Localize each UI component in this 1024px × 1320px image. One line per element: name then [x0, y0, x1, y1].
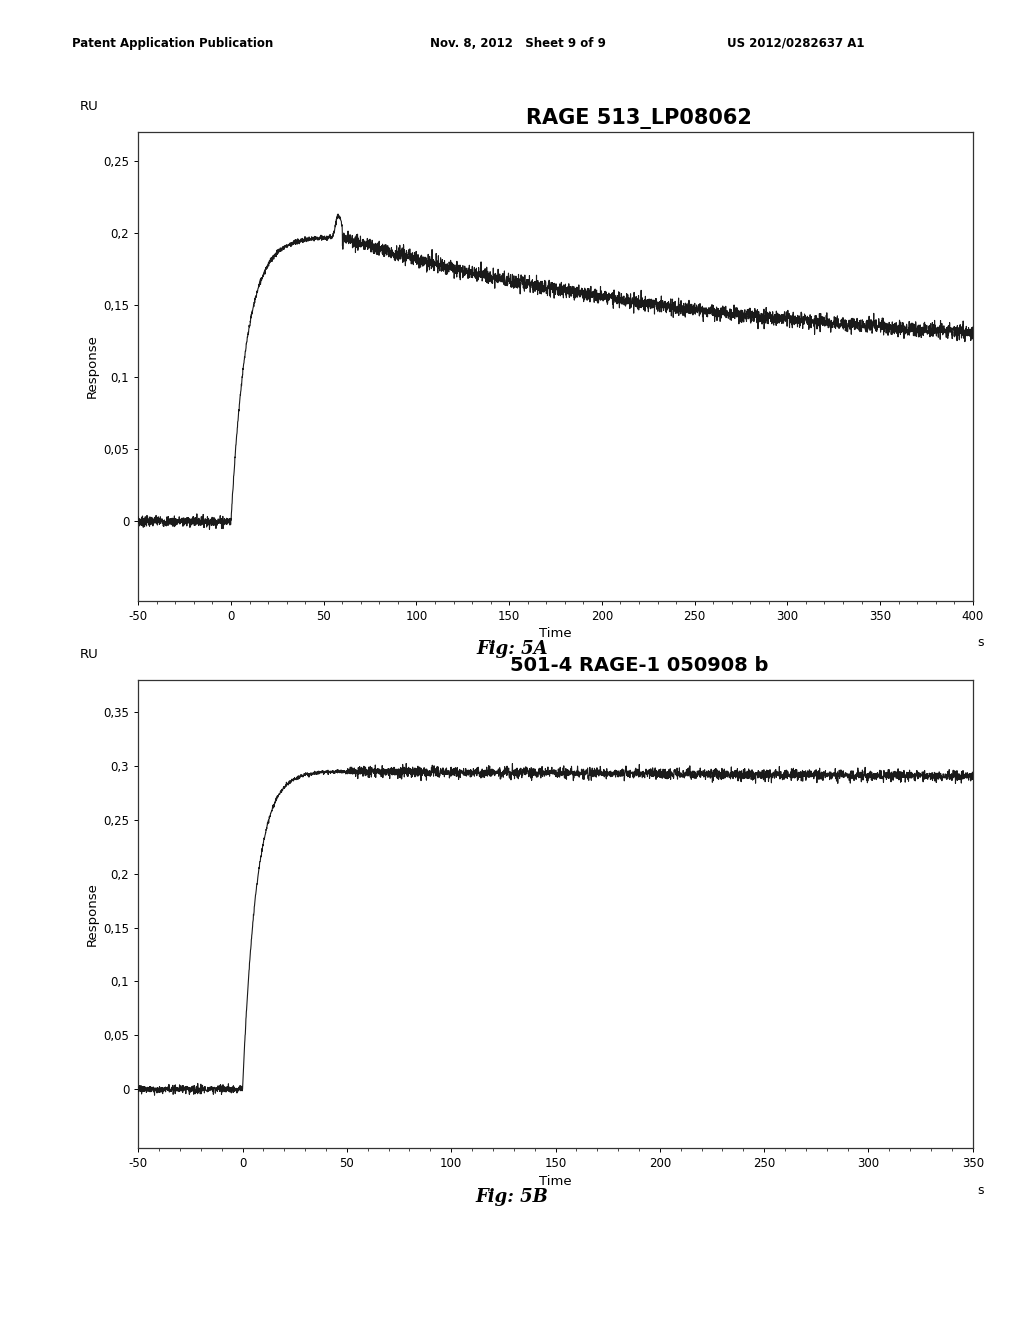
Text: RU: RU	[80, 648, 98, 661]
Text: Nov. 8, 2012   Sheet 9 of 9: Nov. 8, 2012 Sheet 9 of 9	[430, 37, 606, 50]
Y-axis label: Response: Response	[86, 334, 99, 399]
X-axis label: Time: Time	[540, 1175, 571, 1188]
Title: RAGE 513_LP08062: RAGE 513_LP08062	[526, 108, 752, 128]
Text: Patent Application Publication: Patent Application Publication	[72, 37, 273, 50]
Text: US 2012/0282637 A1: US 2012/0282637 A1	[727, 37, 864, 50]
Text: RU: RU	[80, 100, 98, 114]
Text: Fig: 5A: Fig: 5A	[476, 640, 548, 659]
Text: s: s	[977, 1184, 983, 1196]
Y-axis label: Response: Response	[86, 882, 99, 946]
Title: 501-4 RAGE-1 050908 b: 501-4 RAGE-1 050908 b	[510, 656, 768, 676]
Text: s: s	[977, 636, 983, 648]
Text: Fig: 5B: Fig: 5B	[475, 1188, 549, 1206]
X-axis label: Time: Time	[540, 627, 571, 640]
